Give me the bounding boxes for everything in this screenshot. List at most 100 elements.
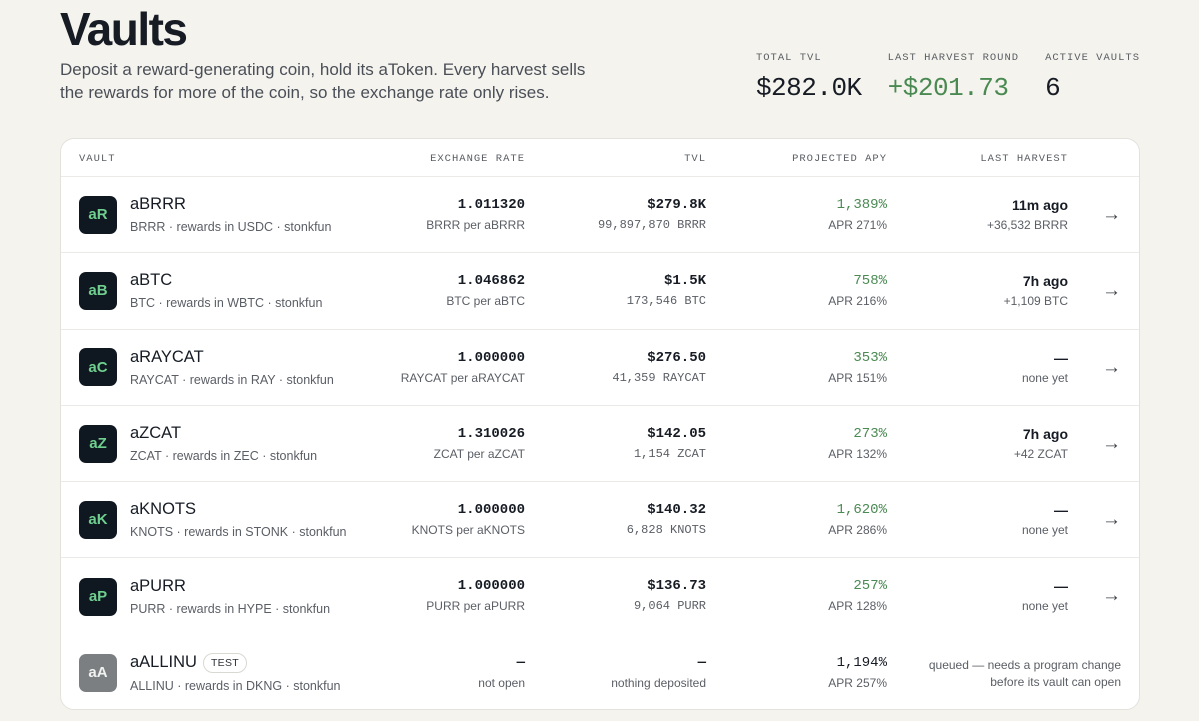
apr-value: APR 128% bbox=[828, 599, 887, 614]
table-row[interactable]: aC aRAYCAT RAYCAT · rewards in RAY · sto… bbox=[61, 330, 1139, 406]
tvl-cell: $140.32 6,828 KNOTS bbox=[627, 502, 706, 537]
apr-value: APR 286% bbox=[828, 523, 887, 538]
stat-label: TOTAL TVL bbox=[755, 52, 822, 64]
table-row[interactable]: aP aPURR PURR · rewards in HYPE · stonkf… bbox=[61, 558, 1139, 634]
column-header-exchange-rate: EXCHANGE RATE bbox=[430, 153, 525, 165]
table-row[interactable]: aB aBTC BTC · rewards in WBTC · stonkfun… bbox=[61, 253, 1139, 330]
apy-cell: 273% APR 132% bbox=[828, 426, 887, 461]
table-row[interactable]: aZ aZCAT ZCAT · rewards in ZEC · stonkfu… bbox=[61, 406, 1139, 483]
apy-cell: 1,389% APR 271% bbox=[828, 197, 887, 232]
last-harvest-cell: — none yet bbox=[1022, 350, 1068, 385]
last-harvest-sub: +36,532 BRRR bbox=[986, 218, 1068, 232]
exchange-rate-sub: not open bbox=[478, 675, 525, 690]
tvl-value: — bbox=[697, 654, 706, 671]
vault-description: BRRR · rewards in USDC · stonkfun bbox=[130, 220, 332, 235]
tvl-cell: $142.05 1,154 ZCAT bbox=[634, 426, 706, 461]
vault-avatar: aA bbox=[79, 653, 117, 692]
arrow-right-icon[interactable]: → bbox=[1102, 432, 1121, 454]
tvl-cell: — nothing deposited bbox=[611, 655, 706, 690]
last-harvest-sub: +42 ZCAT bbox=[1013, 446, 1068, 461]
vaults-table: VAULT EXCHANGE RATE TVL PROJECTED APY LA… bbox=[60, 138, 1140, 710]
vault-cell: aZ aZCAT ZCAT · rewards in ZEC · stonkfu… bbox=[79, 406, 317, 481]
last-harvest-value: — bbox=[1054, 349, 1068, 366]
exchange-rate-cell: — not open bbox=[478, 655, 525, 690]
vault-description: ALLINU · rewards in DKNG · stonkfun bbox=[130, 678, 341, 693]
last-harvest-cell: — none yet bbox=[1022, 502, 1068, 537]
tvl-value: $142.05 bbox=[647, 425, 706, 442]
tvl-value: $276.50 bbox=[647, 349, 706, 366]
stat-value: 6 bbox=[1045, 73, 1061, 103]
vault-name: aALLINU bbox=[130, 653, 197, 672]
exchange-rate-value: 1.310026 bbox=[457, 425, 525, 442]
vault-cell: aP aPURR PURR · rewards in HYPE · stonkf… bbox=[79, 558, 330, 634]
last-harvest-value: 7h ago bbox=[1022, 273, 1068, 290]
table-row-queued[interactable]: aA aALLINU TEST ALLINU · rewards in DKNG… bbox=[61, 635, 1139, 709]
last-harvest-cell: 7h ago +42 ZCAT bbox=[1014, 426, 1068, 461]
exchange-rate-cell: 1.011320 BRRR per aBRRR bbox=[426, 197, 525, 232]
table-row[interactable]: aK aKNOTS KNOTS · rewards in STONK · sto… bbox=[61, 482, 1139, 559]
apy-cell: 758% APR 216% bbox=[828, 273, 887, 308]
vault-name: aBTC bbox=[130, 271, 173, 290]
apy-value: 1,389% bbox=[836, 197, 887, 213]
arrow-right-icon[interactable]: → bbox=[1102, 356, 1121, 378]
exchange-rate-sub: BTC per aBTC bbox=[446, 294, 525, 309]
vault-cell: aC aRAYCAT RAYCAT · rewards in RAY · sto… bbox=[79, 330, 334, 405]
tvl-value: $136.73 bbox=[647, 578, 706, 595]
apr-value: APR 132% bbox=[828, 446, 887, 461]
stat-total-tvl: TOTAL TVL $282.0K bbox=[756, 52, 862, 103]
vault-cell: aB aBTC BTC · rewards in WBTC · stonkfun bbox=[79, 253, 322, 328]
stats-bar: TOTAL TVL $282.0K LAST HARVEST ROUND +$2… bbox=[730, 52, 1140, 103]
exchange-rate-cell: 1.310026 ZCAT per aZCAT bbox=[434, 426, 525, 461]
page-subtitle: Deposit a reward-generating coin, hold i… bbox=[60, 60, 586, 102]
tvl-value: $279.8K bbox=[647, 197, 706, 213]
apy-value: 353% bbox=[853, 349, 887, 366]
arrow-right-icon[interactable]: → bbox=[1102, 280, 1121, 302]
queued-status-line: before its vault can open bbox=[990, 674, 1121, 689]
vault-avatar: aB bbox=[79, 271, 117, 310]
vault-cell: aK aKNOTS KNOTS · rewards in STONK · sto… bbox=[79, 482, 347, 557]
vault-description: KNOTS · rewards in STONK · stonkfun bbox=[130, 525, 347, 540]
apr-value: APR 257% bbox=[828, 675, 887, 690]
last-harvest-sub: none yet bbox=[1021, 599, 1068, 614]
tvl-sub: nothing deposited bbox=[611, 675, 706, 690]
vault-name: aPURR bbox=[130, 577, 186, 596]
vault-avatar: aZ bbox=[79, 424, 117, 463]
exchange-rate-value: 1.046862 bbox=[457, 273, 525, 290]
stat-value: +$201.73 bbox=[887, 73, 1009, 103]
exchange-rate-sub: BRRR per aBRRR bbox=[426, 218, 525, 232]
table-row[interactable]: aR aBRRR BRRR · rewards in USDC · stonkf… bbox=[61, 177, 1139, 254]
vault-name-wrap: aALLINU TEST bbox=[130, 652, 341, 673]
stat-active-vaults: ACTIVE VAULTS 6 bbox=[1045, 52, 1140, 103]
last-harvest-sub: +1,109 BTC bbox=[1003, 294, 1068, 309]
vault-name: aBRRR bbox=[130, 195, 186, 214]
last-harvest-cell: — none yet bbox=[1022, 578, 1068, 613]
vault-description: ZCAT · rewards in ZEC · stonkfun bbox=[130, 449, 318, 464]
vault-description: RAYCAT · rewards in RAY · stonkfun bbox=[130, 372, 334, 387]
exchange-rate-value: 1.000000 bbox=[457, 502, 525, 519]
vault-avatar: aR bbox=[79, 195, 117, 234]
exchange-rate-value: 1.000000 bbox=[457, 349, 525, 366]
last-harvest-value: 11m ago bbox=[1011, 197, 1068, 213]
apy-cell: 257% APR 128% bbox=[828, 578, 887, 613]
last-harvest-sub: none yet bbox=[1021, 370, 1068, 385]
stat-label: ACTIVE VAULTS bbox=[1045, 52, 1140, 64]
column-header-vault: VAULT bbox=[79, 153, 116, 165]
last-harvest-value: — bbox=[1054, 502, 1068, 519]
arrow-right-icon[interactable]: → bbox=[1102, 585, 1121, 607]
queued-status: queued — needs a program change before i… bbox=[929, 657, 1121, 691]
exchange-rate-cell: 1.000000 KNOTS per aKNOTS bbox=[412, 502, 525, 537]
apy-value: 273% bbox=[853, 425, 887, 442]
exchange-rate-sub: ZCAT per aZCAT bbox=[433, 446, 525, 461]
vault-name: aZCAT bbox=[130, 424, 182, 443]
tvl-cell: $276.50 41,359 RAYCAT bbox=[612, 350, 706, 385]
last-harvest-sub: none yet bbox=[1021, 523, 1068, 538]
arrow-right-icon[interactable]: → bbox=[1102, 204, 1121, 225]
tvl-cell: $279.8K 99,897,870 BRRR bbox=[598, 197, 706, 232]
exchange-rate-value: 1.011320 bbox=[457, 197, 525, 213]
apy-cell: 1,194% APR 257% bbox=[828, 655, 887, 690]
stat-label: LAST HARVEST ROUND bbox=[887, 52, 1020, 64]
vault-avatar: aP bbox=[79, 577, 117, 616]
tvl-cell: $136.73 9,064 PURR bbox=[634, 578, 706, 613]
arrow-right-icon[interactable]: → bbox=[1102, 509, 1121, 531]
test-badge: TEST bbox=[202, 652, 247, 673]
